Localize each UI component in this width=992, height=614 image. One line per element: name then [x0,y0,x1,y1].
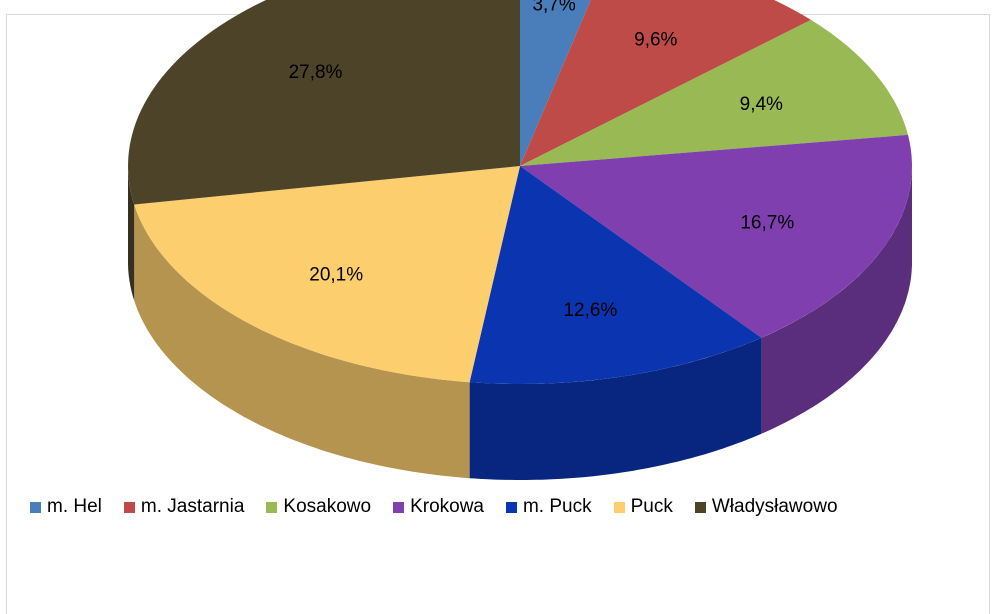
legend-item: Kosakowo [266,496,371,518]
pie-slice-puck [134,166,520,383]
data-label: 3,7% [532,0,575,16]
legend-label: m. Puck [522,496,592,517]
data-label: 12,6% [563,300,617,321]
legend-item: Puck [613,496,673,518]
legend-swatch [694,501,706,513]
legend-label: Kosakowo [283,496,372,517]
data-label: 16,7% [740,212,794,233]
pie-slice-m-puck [469,166,762,384]
legend-label: m. Hel [47,496,102,517]
data-label: 27,8% [289,62,343,83]
legend-item: m. Puck [505,496,592,518]
legend-swatch [123,501,135,513]
chart-legend: m. Hel m. Jastarnia Kosakowo Krokowa m. Puck… [30,496,838,518]
pie-slice-władysławowo [128,0,520,205]
pie-slice-krokowa [520,134,912,338]
legend-swatch [393,501,405,513]
pie-side-6 [128,166,135,301]
legend-swatch [505,501,517,513]
pie-slice-kosakowo [520,19,908,167]
legend-swatch [613,501,625,513]
pie-side-4 [469,337,762,480]
data-label: 9,4% [740,94,783,115]
legend-swatch [30,501,41,513]
legend-item: Władysławowo [694,496,838,518]
data-label: 9,6% [634,29,677,50]
legend-swatch [266,501,278,513]
legend-label: Krokowa [410,496,484,517]
legend-label: m. Jastarnia [140,496,245,517]
legend-label: Władysławowo [711,496,838,517]
legend-item: Krokowa [393,496,484,518]
legend-label: Puck [630,496,673,517]
legend-item: m. Jastarnia [123,496,245,518]
legend-item: m. Hel [30,496,102,518]
pie-side-5 [134,204,470,479]
pie-side-3 [761,166,912,434]
data-label: 20,1% [309,264,363,285]
pie-slice-m-jastarnia [520,0,811,166]
